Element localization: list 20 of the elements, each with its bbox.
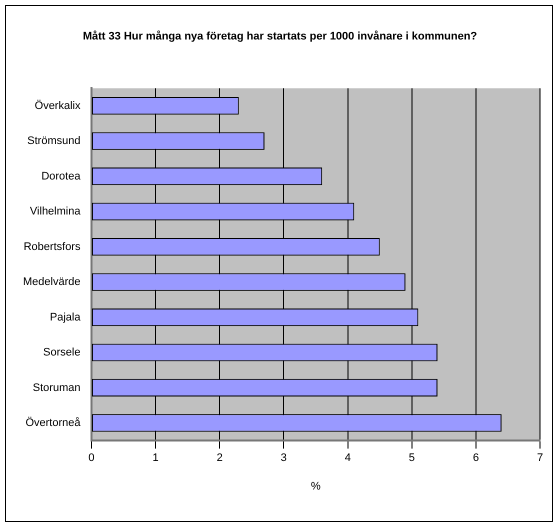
x-tick-label: 7 bbox=[536, 452, 544, 464]
y-tick-label: Pajala bbox=[50, 311, 82, 324]
x-tick-label: 3 bbox=[280, 452, 287, 464]
x-tick-label: 1 bbox=[152, 452, 159, 464]
y-tick-label: Övertorneå bbox=[25, 416, 82, 430]
x-tick-label: 5 bbox=[408, 452, 415, 464]
x-tick-label: 2 bbox=[216, 452, 223, 464]
x-tick-label: 6 bbox=[472, 452, 479, 464]
y-tick-label: Storuman bbox=[32, 382, 80, 394]
y-tick-label: Överkalix bbox=[34, 98, 81, 112]
y-tick-label: Robertsfors bbox=[24, 240, 81, 253]
y-tick-label: Vilhelmina bbox=[30, 206, 82, 218]
y-tick-label: Medelvärde bbox=[22, 276, 80, 288]
chart-title: Mått 33 Hur många nya företag har startats per 1000 invånare i kommunen? bbox=[82, 30, 478, 43]
x-tick-label: 4 bbox=[344, 452, 351, 464]
x-axis-title: % bbox=[310, 480, 321, 492]
y-tick-label: Sorsele bbox=[43, 346, 80, 359]
y-tick-label: Dorotea bbox=[41, 170, 82, 182]
x-tick-label: 0 bbox=[88, 452, 95, 464]
y-tick-label: Strömsund bbox=[27, 135, 80, 148]
